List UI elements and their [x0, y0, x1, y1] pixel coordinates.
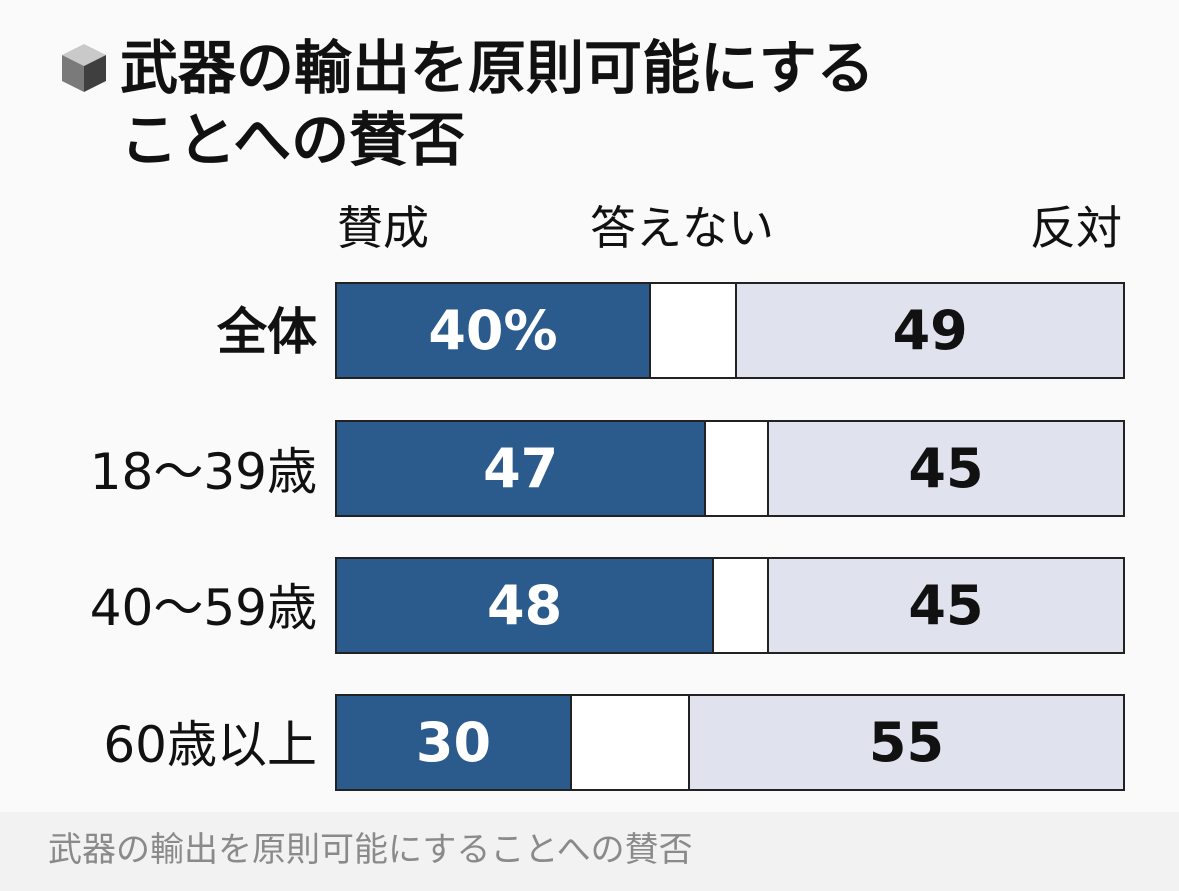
row-label: 60歳以上 [103, 716, 317, 774]
segment-yes: 47 [335, 420, 707, 517]
stacked-bar: 40% 49 [335, 282, 1125, 379]
row-label: 40〜59歳 [89, 579, 317, 637]
data-label: 45 [908, 574, 984, 637]
segment-no: 55 [688, 694, 1125, 791]
segment-yes: 40% [335, 282, 651, 379]
legend-label-no: 反対 [1030, 201, 1122, 255]
segment-no: 45 [766, 557, 1125, 654]
legend-label-yes: 賛成 [337, 201, 429, 255]
data-label: 45 [908, 437, 984, 500]
stacked-bar: 48 45 [335, 557, 1125, 654]
chart-figure: 武器の輸出を原則可能にする ことへの賛否 賛成 答えない 反対 全体 40% 49 1… [62, 34, 1125, 791]
data-label: 49 [892, 299, 968, 362]
segment-no: 45 [766, 420, 1125, 517]
segment-no: 49 [735, 282, 1125, 379]
segment-no-answer [711, 557, 770, 654]
segment-no-answer [648, 282, 738, 379]
stacked-bar: 30 55 [335, 694, 1125, 791]
data-label: 40% [428, 299, 558, 362]
legend-label-no-answer: 答えない [590, 201, 774, 255]
segment-no-answer [569, 694, 691, 791]
image-caption: 武器の輸出を原則可能にすることへの賛否 [48, 830, 693, 870]
cube-icon [62, 44, 106, 92]
segment-yes: 48 [335, 557, 715, 654]
row-label: 18〜39歳 [89, 443, 317, 501]
chart-title-line-1: 武器の輸出を原則可能にする [120, 34, 875, 102]
data-label: 30 [415, 711, 492, 774]
row-label: 全体 [217, 303, 317, 361]
segment-yes: 30 [335, 694, 572, 791]
segment-no-answer [703, 420, 770, 517]
data-label: 47 [483, 437, 559, 500]
chart-title-line-2: ことへの賛否 [120, 106, 466, 174]
stacked-bar: 47 45 [335, 420, 1125, 517]
data-label: 48 [487, 574, 563, 637]
data-label: 55 [868, 711, 945, 774]
